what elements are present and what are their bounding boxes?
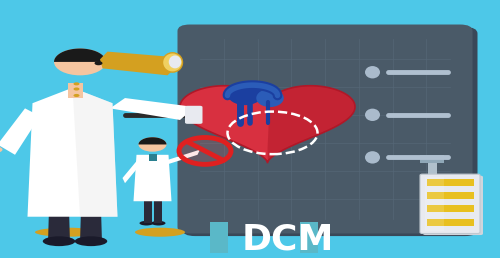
Polygon shape	[100, 52, 178, 75]
Bar	[426, 192, 474, 199]
FancyBboxPatch shape	[423, 176, 483, 235]
Bar	[420, 155, 444, 163]
Polygon shape	[110, 98, 195, 120]
Polygon shape	[72, 88, 118, 217]
Ellipse shape	[162, 53, 182, 72]
Bar	[144, 200, 152, 223]
Polygon shape	[165, 150, 200, 165]
Polygon shape	[268, 86, 355, 162]
Circle shape	[54, 49, 106, 75]
Bar	[426, 179, 474, 186]
Ellipse shape	[256, 89, 284, 107]
Polygon shape	[54, 49, 106, 62]
Ellipse shape	[74, 94, 80, 97]
Polygon shape	[0, 108, 40, 155]
Bar	[425, 177, 444, 231]
Bar	[210, 222, 228, 253]
Circle shape	[94, 61, 102, 65]
Circle shape	[138, 137, 166, 152]
Ellipse shape	[35, 228, 100, 237]
Polygon shape	[134, 155, 172, 201]
Ellipse shape	[365, 151, 380, 164]
Polygon shape	[138, 137, 166, 144]
Ellipse shape	[365, 66, 380, 78]
Polygon shape	[180, 86, 355, 163]
Polygon shape	[80, 175, 102, 243]
FancyBboxPatch shape	[185, 106, 202, 124]
Ellipse shape	[140, 221, 153, 225]
Ellipse shape	[365, 109, 380, 121]
Bar	[426, 205, 474, 212]
Polygon shape	[48, 175, 70, 243]
Text: DCM: DCM	[242, 223, 334, 257]
FancyBboxPatch shape	[178, 25, 472, 233]
FancyBboxPatch shape	[182, 27, 478, 236]
Bar	[300, 222, 318, 253]
Ellipse shape	[169, 55, 181, 68]
Circle shape	[179, 138, 231, 164]
Ellipse shape	[152, 221, 166, 225]
Bar	[68, 83, 82, 98]
Polygon shape	[122, 160, 140, 183]
Ellipse shape	[74, 87, 80, 91]
Ellipse shape	[135, 228, 185, 237]
Bar	[154, 200, 162, 223]
Bar	[428, 157, 436, 227]
Polygon shape	[28, 88, 118, 217]
Ellipse shape	[74, 82, 80, 85]
Ellipse shape	[75, 236, 107, 246]
Bar	[148, 154, 156, 161]
FancyBboxPatch shape	[420, 174, 480, 233]
Ellipse shape	[0, 147, 2, 153]
Ellipse shape	[228, 83, 262, 105]
Bar	[426, 219, 474, 226]
Ellipse shape	[43, 236, 75, 246]
